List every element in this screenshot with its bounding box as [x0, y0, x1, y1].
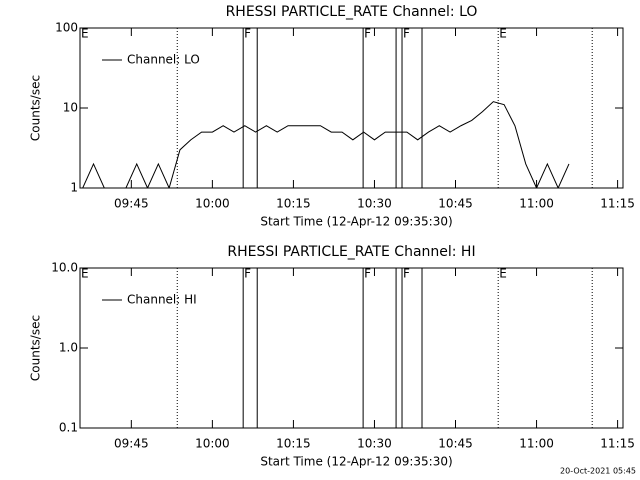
x-tick-label: 10:30: [357, 437, 392, 451]
y-tick-label: 10.0: [51, 261, 78, 275]
x-tick-label: 10:30: [357, 197, 392, 211]
y-tick-label: 1: [70, 181, 78, 195]
plot-frame: [79, 267, 624, 429]
flag-label: E: [81, 267, 89, 281]
x-tick-label: 10:00: [195, 437, 230, 451]
x-tick-label: 09:45: [114, 197, 149, 211]
x-tick-label: 10:15: [276, 197, 311, 211]
x-tick-label: 11:00: [519, 197, 554, 211]
y-tick-label: 0.1: [59, 421, 78, 435]
flag-label: F: [403, 27, 410, 41]
x-tick-label: 10:15: [276, 437, 311, 451]
flag-label: E: [81, 27, 89, 41]
chart-title: RHESSI PARTICLE_RATE Channel: LO: [226, 4, 478, 20]
flag-label: F: [403, 267, 410, 281]
x-axis-label: Start Time (12-Apr-12 09:35:30): [260, 455, 452, 469]
flag-label: F: [244, 267, 251, 281]
x-tick-label: 10:45: [438, 197, 473, 211]
x-tick-label: 11:15: [600, 197, 635, 211]
data-line: [82, 101, 570, 188]
y-tick-label: 10: [63, 101, 78, 115]
x-tick-label: 10:00: [195, 197, 230, 211]
flag-label: E: [499, 267, 507, 281]
y-axis-label: Counts/sec: [29, 75, 43, 141]
footer: 20-Oct-2021 05:45: [560, 467, 636, 476]
legend-label: Channel: HI: [127, 293, 197, 307]
flag-label: F: [364, 27, 371, 41]
y-tick-label: 100: [55, 21, 78, 35]
x-tick-label: 11:15: [600, 437, 635, 451]
x-tick-label: 09:45: [114, 437, 149, 451]
flag-label: F: [244, 27, 251, 41]
y-axis-label: Counts/sec: [29, 315, 43, 381]
plot-frame: [79, 27, 624, 189]
flag-label: E: [499, 27, 507, 41]
chart-title: RHESSI PARTICLE_RATE Channel: HI: [227, 244, 475, 260]
x-tick-label: 10:45: [438, 437, 473, 451]
x-axis-label: Start Time (12-Apr-12 09:35:30): [260, 215, 452, 229]
legend-label: Channel: LO: [127, 53, 200, 67]
x-tick-label: 11:00: [519, 437, 554, 451]
y-tick-label: 1.0: [59, 341, 78, 355]
flag-label: F: [364, 267, 371, 281]
